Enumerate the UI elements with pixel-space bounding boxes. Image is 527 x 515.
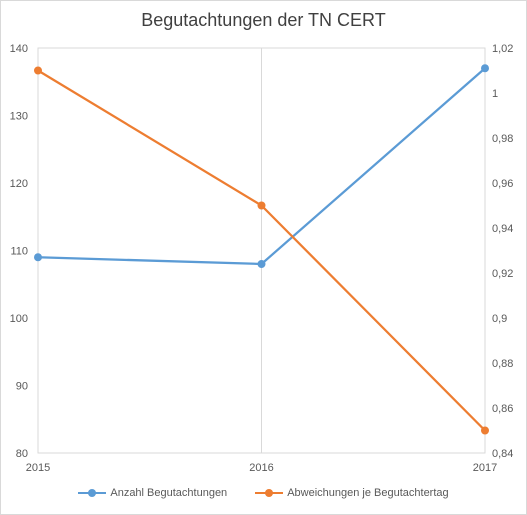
y-right-tick-label: 0,92 <box>492 268 513 280</box>
y-right-tick-label: 0,9 <box>492 313 507 325</box>
series-1-point <box>481 64 489 73</box>
y-right-tick-label: 0,98 <box>492 133 513 145</box>
y-right-tick-label: 1,02 <box>492 43 513 55</box>
y-right-tick-label: 0,94 <box>492 223 513 235</box>
legend-swatch-anzahl <box>78 489 107 497</box>
y-right-tick-label: 0,86 <box>492 403 513 415</box>
chart-title: Begutachtungen der TN CERT <box>141 10 386 30</box>
x-tick-label: 2015 <box>26 462 50 474</box>
legend-label-abweichungen: Abweichungen je Begutachtertag <box>287 487 449 499</box>
y-right-tick-label: 0,88 <box>492 358 513 370</box>
x-tick-label: 2017 <box>473 462 497 474</box>
y-right-tick-label: 0,84 <box>492 448 513 460</box>
legend-label-anzahl: Anzahl Begutachtungen <box>110 487 228 499</box>
y-left-tick-label: 100 <box>10 313 28 325</box>
x-tick-label: 2016 <box>249 462 273 474</box>
series-2-point <box>481 426 489 435</box>
y-left-tick-label: 90 <box>16 381 28 393</box>
series-2-point <box>34 66 42 75</box>
legend-item-anzahl: Anzahl Begutachtungen <box>78 487 227 499</box>
series-2-point <box>257 201 266 210</box>
y-left-tick-label: 120 <box>10 178 28 190</box>
legend-swatch-abweichungen <box>255 489 284 497</box>
legend-item-abweichungen: Abweichungen je Begutachtertag <box>255 487 449 499</box>
y-left-tick-label: 80 <box>16 448 28 460</box>
y-left-tick-label: 130 <box>10 111 28 123</box>
series-1-point <box>34 253 42 262</box>
series-1-point <box>257 260 266 268</box>
y-right-tick-label: 0,96 <box>492 178 513 190</box>
y-left-tick-label: 110 <box>10 246 28 258</box>
chart-legend: Anzahl Begutachtungen Abweichungen je Be… <box>0 487 527 499</box>
y-right-tick-label: 1 <box>492 88 498 100</box>
y-left-tick-label: 140 <box>10 43 28 55</box>
